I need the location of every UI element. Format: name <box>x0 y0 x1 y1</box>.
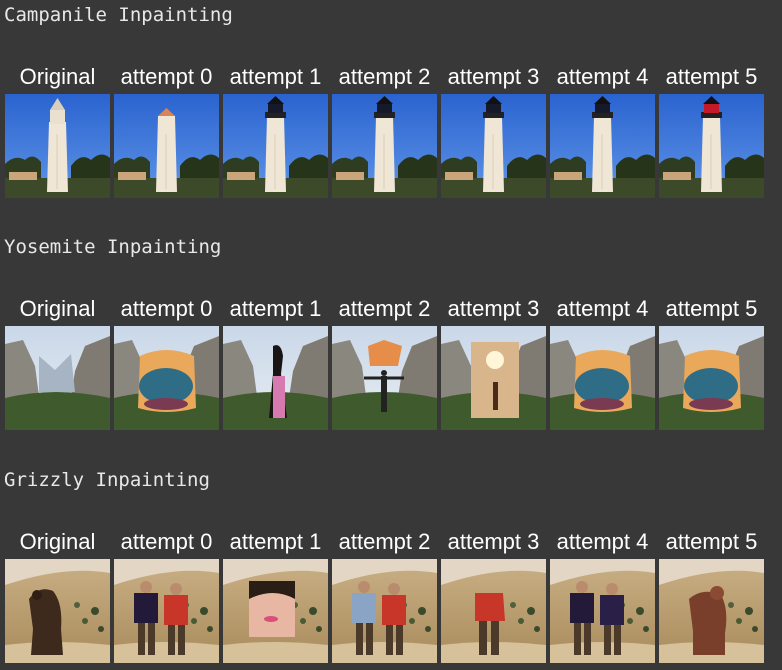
original-image <box>5 326 110 430</box>
image-caption: attempt 4 <box>556 64 649 89</box>
image-caption: Original <box>19 64 96 89</box>
inpainting-attempt-image <box>441 559 546 663</box>
section-title: Grizzly Inpainting <box>4 469 210 491</box>
inpainting-attempt-image <box>659 94 764 198</box>
inpainting-attempt-image <box>550 559 655 663</box>
image-row: Original attempt 0 attempt 1 attempt 2 a… <box>0 64 782 204</box>
image-caption: attempt 1 <box>229 296 322 321</box>
section-title: Campanile Inpainting <box>4 4 233 26</box>
image-row: Original attempt 0 attempt 1 attempt 2 a… <box>0 296 782 436</box>
inpainting-attempt-image <box>550 94 655 198</box>
image-caption: attempt 5 <box>665 64 758 89</box>
image-caption: attempt 1 <box>229 64 322 89</box>
inpainting-attempt-image <box>114 326 219 430</box>
image-caption: attempt 0 <box>120 296 213 321</box>
image-caption: Original <box>19 529 96 554</box>
image-caption: Original <box>19 296 96 321</box>
image-caption: attempt 4 <box>556 529 649 554</box>
inpainting-attempt-image <box>223 326 328 430</box>
inpainting-attempt-image <box>550 326 655 430</box>
image-caption: attempt 3 <box>447 296 540 321</box>
inpainting-attempt-image <box>441 94 546 198</box>
image-caption: attempt 3 <box>447 529 540 554</box>
image-row: Original attempt 0 attempt 1 attempt 2 a… <box>0 529 782 669</box>
inpainting-attempt-image <box>332 326 437 430</box>
inpainting-attempt-image <box>332 94 437 198</box>
image-caption: attempt 2 <box>338 296 431 321</box>
image-caption: attempt 2 <box>338 64 431 89</box>
inpainting-attempt-image <box>659 326 764 430</box>
image-caption: attempt 5 <box>665 296 758 321</box>
original-image <box>5 94 110 198</box>
image-caption: attempt 2 <box>338 529 431 554</box>
image-caption: attempt 0 <box>120 64 213 89</box>
image-caption: attempt 3 <box>447 64 540 89</box>
image-caption: attempt 4 <box>556 296 649 321</box>
inpainting-attempt-image <box>223 559 328 663</box>
inpainting-attempt-image <box>659 559 764 663</box>
section-title: Yosemite Inpainting <box>4 236 222 258</box>
inpainting-attempt-image <box>441 326 546 430</box>
original-image <box>5 559 110 663</box>
inpainting-attempt-image <box>114 559 219 663</box>
inpainting-attempt-image <box>332 559 437 663</box>
image-caption: attempt 1 <box>229 529 322 554</box>
inpainting-attempt-image <box>223 94 328 198</box>
image-caption: attempt 5 <box>665 529 758 554</box>
inpainting-attempt-image <box>114 94 219 198</box>
image-caption: attempt 0 <box>120 529 213 554</box>
